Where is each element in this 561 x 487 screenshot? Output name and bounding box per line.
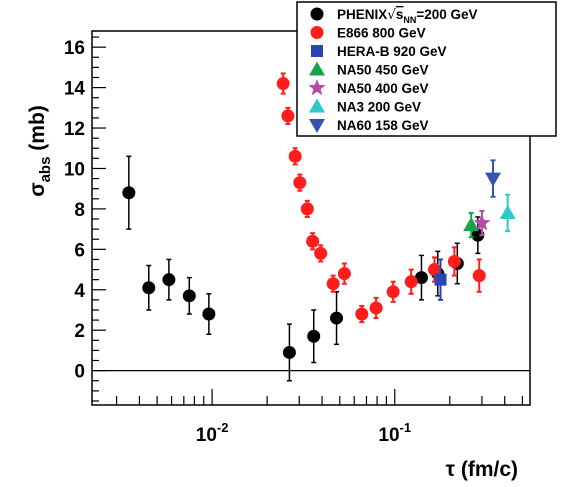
y-tick-label: 6 [74,240,85,261]
series-5 [499,193,516,233]
y-axis-title-sub: abs [37,157,54,183]
series-3 [463,211,480,239]
x-axis: 10-2 10-1 [116,389,524,446]
data-point [447,254,461,268]
data-point [122,186,136,200]
y-tick-label: 0 [74,362,85,383]
series-0 [122,155,485,382]
legend-entry: NA3 200 GeV [337,100,421,115]
data-point [276,77,290,91]
data-point [162,273,176,287]
y-axis: 0 2 4 6 8 10 12 14 16 [64,36,106,402]
data-point [282,345,296,359]
data-point [427,263,441,277]
data-point [414,271,428,285]
series-1 [276,72,486,324]
y-tick-label: 12 [64,119,85,140]
data-point [281,109,295,123]
legend-entry: NA50 400 GeV [337,81,429,96]
x-tick-label: 10-1 [378,420,411,446]
data-point [306,234,320,248]
data-point [293,176,307,190]
series-4 [473,209,491,237]
data-point [337,267,351,281]
data-point [499,204,516,219]
data-point [330,311,344,325]
data-point [485,172,502,187]
legend-marker [309,119,325,133]
data-point [386,285,400,299]
data-point [326,277,340,291]
y-tick-label: 2 [74,321,85,342]
x-axis-title: τ (fm/c) [446,458,518,481]
data-point [463,217,480,232]
data-point [182,289,196,303]
data-point [369,301,383,315]
data-point [404,275,418,289]
y-tick-label: 16 [64,38,85,59]
y-tick-label: 14 [64,79,86,100]
data-point [355,307,369,321]
legend-entry: NA60 158 GeV [337,118,429,133]
data-point [202,307,216,321]
y-axis-title-rest: (mb) [26,105,49,156]
y-axis-title: σabs (mb) [26,105,54,197]
series-2 [434,258,447,301]
legend-marker [309,61,325,76]
legend-entry: E866 800 GeV [337,26,426,41]
legend-box [296,1,557,137]
data-point [300,202,314,216]
legend-entry: PHENIX√sNN=200 GeV [337,7,478,25]
data-point [307,329,321,343]
series-6 [485,159,502,198]
data-point [142,281,156,295]
data-point [473,214,491,231]
data-point [288,149,302,163]
data-point [472,269,486,283]
data-point [314,246,328,260]
data-point [434,273,447,286]
legend-marker [310,7,324,21]
legend-entry: NA50 450 GeV [337,63,429,78]
legend-marker [311,45,323,57]
data-points [122,72,516,382]
legend-marker [308,79,326,96]
y-tick-label: 4 [74,281,85,302]
y-tick-label: 10 [64,159,85,180]
y-tick-label: 8 [74,200,85,221]
x-tick-label: 10-2 [196,420,229,446]
legend-marker [309,98,325,113]
legend-entry: HERA-B 920 GeV [337,44,447,59]
legend-marker [310,26,324,39]
